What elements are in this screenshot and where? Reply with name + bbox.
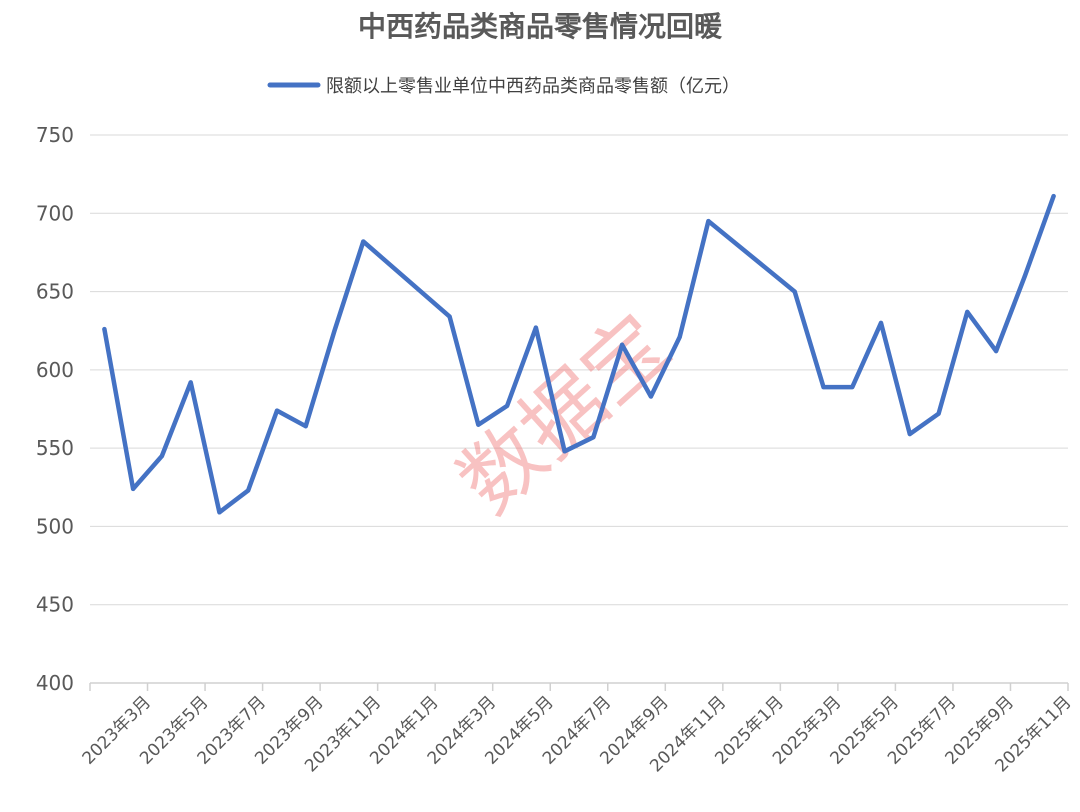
data-point bbox=[533, 325, 538, 330]
data-point bbox=[159, 453, 164, 458]
data-point bbox=[879, 320, 884, 325]
data-points bbox=[102, 194, 1056, 515]
x-axis-ticks: 2023年3月2023年5月2023年7月2023年9月2023年11月2024… bbox=[79, 692, 1076, 776]
data-point bbox=[131, 486, 136, 491]
data-point bbox=[994, 349, 999, 354]
data-point bbox=[188, 380, 193, 385]
data-point bbox=[246, 488, 251, 493]
y-tick-label: 750 bbox=[36, 123, 74, 147]
data-point bbox=[850, 385, 855, 390]
data-point bbox=[303, 424, 308, 429]
data-point bbox=[332, 328, 337, 333]
y-axis-ticks: 400 450 500 550 600 650 700 750 bbox=[36, 123, 74, 695]
data-point bbox=[620, 342, 625, 347]
y-tick-label: 450 bbox=[36, 593, 74, 617]
x-axis bbox=[89, 682, 1069, 691]
y-tick-label: 600 bbox=[36, 358, 74, 382]
watermark: 数据宝 bbox=[441, 297, 687, 532]
y-tick-label: 700 bbox=[36, 201, 74, 225]
data-point bbox=[447, 314, 452, 319]
data-point bbox=[648, 394, 653, 399]
legend-label: 限额以上零售业单位中西药品类商品零售额（亿元） bbox=[326, 76, 740, 97]
y-tick-label: 500 bbox=[36, 514, 74, 538]
data-point bbox=[706, 219, 711, 224]
data-point bbox=[361, 239, 366, 244]
grid bbox=[90, 134, 1068, 606]
y-tick-label: 400 bbox=[36, 671, 74, 695]
data-point bbox=[821, 385, 826, 390]
data-point bbox=[591, 435, 596, 440]
data-point bbox=[792, 289, 797, 294]
data-point bbox=[562, 449, 567, 454]
data-point bbox=[1051, 194, 1056, 199]
data-point bbox=[1022, 273, 1027, 278]
data-point bbox=[505, 403, 510, 408]
data-point bbox=[936, 411, 941, 416]
y-tick-label: 650 bbox=[36, 280, 74, 304]
data-point bbox=[965, 309, 970, 314]
legend: 限额以上零售业单位中西药品类商品零售额（亿元） bbox=[267, 76, 740, 97]
data-point bbox=[102, 327, 107, 332]
data-point bbox=[217, 510, 222, 515]
data-point bbox=[476, 422, 481, 427]
data-point bbox=[907, 432, 912, 437]
data-point bbox=[677, 334, 682, 339]
chart-title: 中西药品类商品零售情况回暖 bbox=[358, 10, 723, 43]
series-line bbox=[102, 193, 1056, 515]
y-tick-label: 550 bbox=[36, 436, 74, 460]
data-point bbox=[274, 408, 279, 413]
